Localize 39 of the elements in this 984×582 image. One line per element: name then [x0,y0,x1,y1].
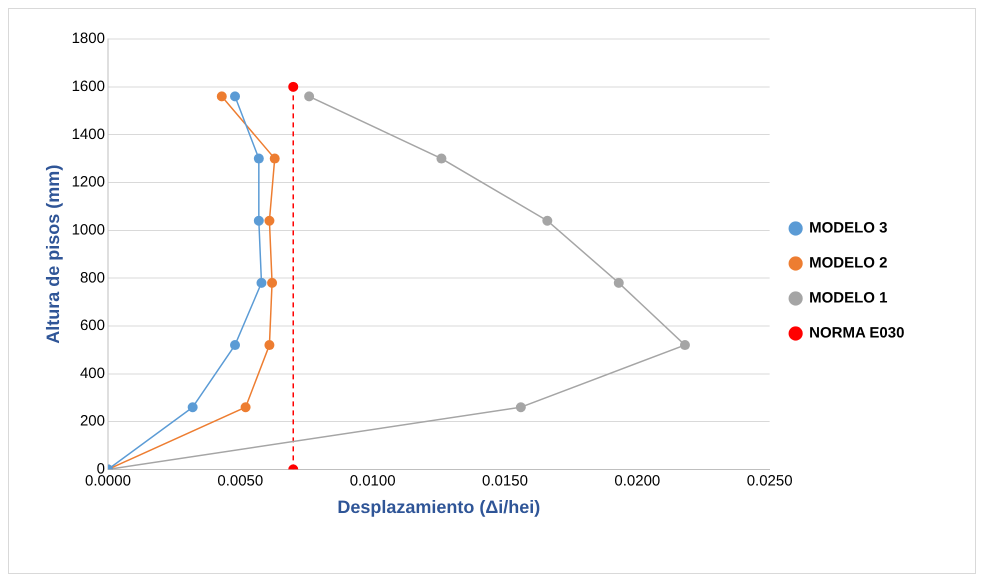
x-tick-label: 0.0100 [350,472,396,490]
legend-label: MODELO 1 [809,290,888,307]
point [436,154,446,164]
x-tick-label: 0.0200 [614,472,660,490]
point [288,82,298,92]
point [188,402,198,412]
y-tick-label: 200 [80,412,105,430]
y-tick-label: 1200 [72,174,105,191]
x-tick-label: 0.0250 [746,472,793,490]
point [230,91,240,102]
point [264,216,274,226]
point [240,402,251,412]
y-tick-label: 1400 [72,126,105,143]
legend-label: MODELO 2 [809,254,888,272]
point [680,340,690,350]
point [270,154,280,164]
point [516,402,526,412]
y-tick-label: 1600 [72,78,105,95]
point [264,340,274,350]
x-tick-label: 0.0150 [482,472,528,490]
point [256,278,266,288]
legend-label: MODELO 3 [809,220,888,237]
legend-label: NORMA E030 [809,324,904,342]
y-tick-label: 1000 [72,221,105,238]
point [267,278,278,288]
point [614,278,624,288]
point [254,154,264,164]
y-tick-label: 400 [80,364,105,382]
x-tick-label: 0.0050 [217,472,264,490]
point [254,216,264,226]
x-axis-title: Desplazamiento (Δi/hei) [337,497,540,518]
y-tick-label: 600 [80,317,105,334]
point [216,91,227,102]
point [230,340,240,350]
y-axis-title: Altura de pisos (mm) [42,164,63,344]
point [304,91,314,102]
y-tick-label: 800 [80,269,105,286]
y-tick-label: 1800 [72,30,105,48]
point [542,216,552,226]
